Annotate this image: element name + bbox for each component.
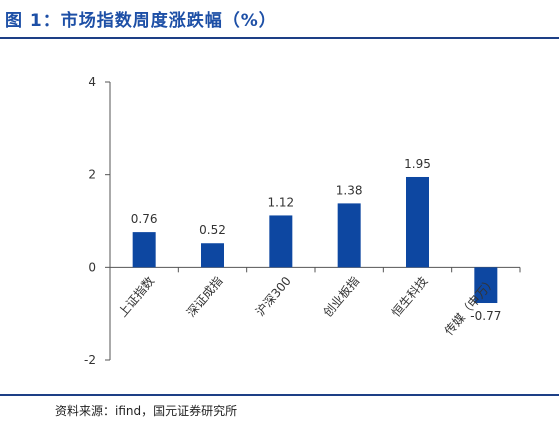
- y-tick-label: 4: [88, 75, 96, 89]
- data-label: 1.95: [404, 157, 431, 171]
- category-label: 恒生科技: [389, 274, 431, 320]
- bar: [269, 215, 293, 268]
- category-label: 深证成指: [183, 273, 225, 319]
- source-note: 资料来源：ifind，国元证券研究所: [55, 404, 238, 418]
- data-label: -0.77: [470, 309, 501, 323]
- category-label: 沪深300: [253, 274, 294, 319]
- data-label: 1.38: [336, 183, 363, 197]
- bar: [201, 243, 224, 268]
- category-label: 创业板指: [320, 273, 362, 319]
- category-label: 传媒（申万）: [441, 273, 499, 338]
- title-divider: [0, 37, 559, 39]
- data-label: 0.52: [199, 223, 226, 237]
- y-tick-label: 0: [88, 260, 96, 274]
- bar: [337, 203, 361, 268]
- category-label: 上证指数: [115, 273, 157, 319]
- y-tick-label: 2: [88, 168, 96, 182]
- y-tick-label: -2: [84, 353, 96, 367]
- data-label: 0.76: [131, 212, 158, 226]
- footer-divider: [0, 394, 559, 396]
- chart-title: 图 1：市场指数周度涨跌幅（%）: [5, 11, 277, 31]
- bar: [474, 267, 498, 304]
- bar-chart: -2 0 2 4 0.76 上证指数 0.52 深证成指 1.12 沪深300 1.38 创业板指 1.…: [84, 75, 521, 367]
- bar: [406, 176, 429, 268]
- data-label: 1.12: [267, 195, 294, 209]
- bar: [132, 232, 156, 268]
